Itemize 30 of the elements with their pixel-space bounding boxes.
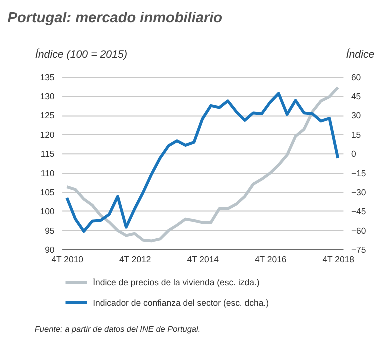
legend-label: Índice de precios de la vivienda (esc. izda.) — [93, 277, 260, 288]
y-tick-label: 110 — [40, 168, 55, 178]
y2-tick-label: −15 — [351, 168, 366, 178]
y-tick-label: 95 — [45, 226, 55, 236]
y2-tick-label: −30 — [351, 187, 366, 198]
y-axis-title: Índice (100 = 2015) — [35, 48, 128, 62]
y-tick-label: 105 — [40, 187, 55, 198]
y2-tick-label: 45 — [351, 92, 362, 102]
x-tick-label: 4T 2014 — [187, 254, 220, 265]
legend-label: Indicador de confianza del sector (esc. dcha.) — [93, 298, 270, 308]
y-tick-label: 135 — [40, 72, 55, 82]
x-tick-label: 4T 2012 — [119, 254, 152, 265]
chart-title: Portugal: mercado inmobiliario — [8, 10, 223, 27]
y-tick-label: 115 — [40, 149, 55, 160]
y2-tick-label: −75 — [351, 244, 366, 255]
x-tick-label: 4T 2010 — [52, 254, 84, 265]
y-tick-label: 120 — [40, 130, 55, 140]
x-tick-label: 4T 2018 — [322, 254, 355, 265]
y-tick-label: 130 — [40, 92, 55, 102]
y2-tick-label: 15 — [351, 130, 362, 140]
y-tick-label: 90 — [45, 244, 55, 255]
y-tick-label: 100 — [40, 206, 55, 217]
y2-axis-title: Índice — [346, 48, 375, 62]
y-tick-label: 125 — [40, 110, 55, 121]
y2-tick-label: −45 — [351, 206, 366, 217]
y2-tick-label: 30 — [351, 110, 362, 121]
x-tick-label: 4T 2016 — [254, 254, 287, 265]
y2-tick-label: 60 — [351, 72, 362, 82]
y2-tick-label: 0 — [351, 149, 356, 160]
y2-tick-label: −60 — [351, 226, 366, 236]
